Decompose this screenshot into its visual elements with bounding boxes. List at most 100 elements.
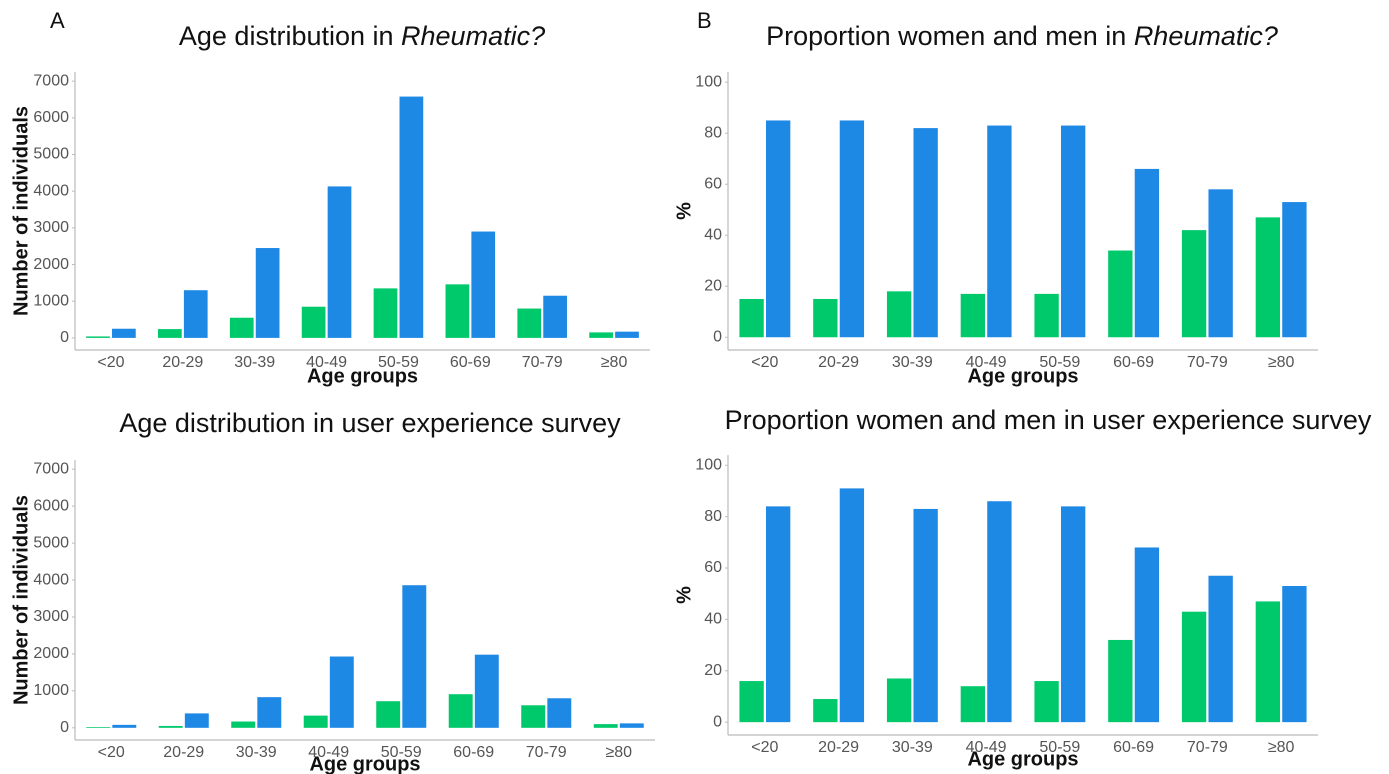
bar: [474, 654, 499, 728]
x-tick-label: 50-59: [378, 354, 419, 371]
bar: [1108, 250, 1133, 338]
y-tick-label: 100: [695, 456, 722, 473]
x-tick-label: 70-79: [1187, 739, 1228, 756]
bar: [158, 329, 182, 338]
bar: [1134, 168, 1160, 338]
chart-title: Age distribution in user experience surv…: [119, 408, 621, 438]
x-tick-label: 70-79: [522, 354, 563, 371]
bar: [913, 508, 938, 723]
y-tick-label: 20: [704, 662, 722, 679]
bar: [229, 317, 254, 338]
bar: [1134, 547, 1160, 723]
x-tick-label: 40-49: [966, 739, 1007, 756]
bar: [1060, 506, 1086, 723]
y-tick-label: 80: [704, 508, 722, 525]
bar: [765, 120, 791, 338]
bar: [158, 725, 183, 728]
x-tick-label: 70-79: [526, 744, 567, 761]
bar: [1282, 586, 1307, 723]
bar: [376, 701, 401, 728]
x-tick-label: <20: [751, 354, 778, 371]
bar: [960, 293, 986, 338]
x-tick-label: 30-39: [236, 744, 277, 761]
y-tick-label: 6000: [33, 497, 69, 514]
bar: [960, 686, 986, 723]
bar: [813, 699, 838, 723]
y-tick-label: 60: [704, 175, 722, 192]
bar: [1282, 202, 1307, 338]
x-tick-label: 60-69: [453, 744, 494, 761]
y-tick-label: 100: [695, 73, 722, 90]
y-tick-label: 3000: [33, 219, 69, 236]
x-tick-label: 40-49: [306, 354, 347, 371]
bar: [517, 308, 542, 338]
x-tick-label: 60-69: [450, 354, 491, 371]
bar: [183, 290, 208, 338]
x-tick-label: 40-49: [966, 354, 1007, 371]
bar: [1181, 230, 1207, 338]
title-part: Rheumatic?: [401, 21, 545, 51]
x-tick-label: 60-69: [1113, 354, 1154, 371]
bar: [619, 723, 644, 728]
bar: [547, 698, 572, 728]
y-tick-label: 5000: [33, 534, 69, 551]
bar: [739, 681, 764, 723]
y-tick-label: 0: [60, 329, 69, 346]
x-tick-label: <20: [97, 354, 124, 371]
bar: [987, 125, 1012, 338]
x-tick-label: ≥80: [601, 354, 628, 371]
x-tick-label: <20: [751, 739, 778, 756]
bar: [327, 186, 352, 338]
x-tick-label: ≥80: [1268, 354, 1295, 371]
bar: [1034, 293, 1059, 338]
y-tick-label: 0: [60, 719, 69, 736]
y-tick-label: 0: [713, 713, 722, 730]
y-tick-label: 7000: [33, 460, 69, 477]
bar: [543, 295, 567, 338]
y-axis-title: Number of individuals: [10, 106, 32, 316]
title-part: Rheumatic?: [1134, 21, 1278, 51]
y-tick-label: 40: [704, 226, 722, 243]
title-part: Age distribution in: [179, 21, 401, 51]
x-tick-label: 30-39: [892, 739, 933, 756]
bar: [1108, 639, 1133, 723]
bar: [1255, 601, 1281, 723]
bar: [255, 248, 280, 338]
bar: [86, 727, 111, 728]
x-tick-label: ≥80: [605, 744, 632, 761]
bar: [886, 678, 912, 723]
bar: [184, 713, 209, 728]
bar: [1208, 575, 1233, 723]
x-tick-label: 30-39: [892, 354, 933, 371]
bar: [813, 298, 838, 338]
bar: [303, 715, 328, 728]
bar: [402, 585, 427, 728]
chart-title: Age distribution in Rheumatic?: [179, 21, 545, 51]
x-tick-label: 20-29: [818, 739, 859, 756]
y-axis-title: Number of individuals: [10, 495, 32, 705]
bar: [1034, 681, 1059, 723]
bar: [913, 128, 938, 338]
x-tick-label: 40-49: [308, 744, 349, 761]
y-tick-label: 5000: [33, 146, 69, 163]
y-tick-label: 1000: [33, 292, 69, 309]
x-tick-label: 30-39: [234, 354, 275, 371]
y-tick-label: 2000: [33, 645, 69, 662]
y-tick-label: 6000: [33, 109, 69, 126]
bar: [112, 328, 136, 338]
bar: [112, 724, 137, 728]
y-axis-title: %: [673, 586, 695, 604]
y-tick-label: 4000: [33, 571, 69, 588]
bar: [589, 332, 613, 338]
y-tick-label: 2000: [33, 256, 69, 273]
y-tick-label: 4000: [33, 182, 69, 199]
bar: [1181, 611, 1207, 723]
bar: [399, 96, 424, 338]
x-tick-label: 20-29: [163, 744, 204, 761]
y-tick-label: 7000: [33, 72, 69, 89]
bar: [886, 291, 912, 338]
bar: [257, 697, 282, 728]
y-tick-label: 60: [704, 559, 722, 576]
x-axis-title: Age groups: [307, 365, 418, 387]
